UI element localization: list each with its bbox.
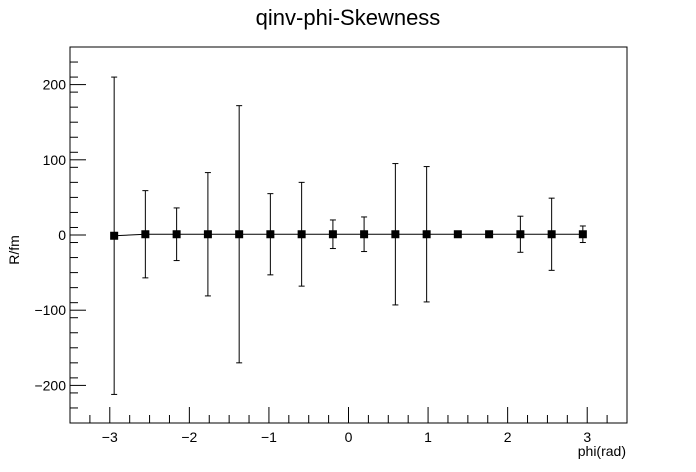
data-point [360,230,369,239]
x-axis: −3 −2 −1 0 1 2 3 [89,407,608,445]
y-tick-label: 0 [58,227,66,243]
data-point [422,230,431,239]
data-point [266,230,275,239]
x-tick-label: 3 [583,429,591,445]
data-point [578,230,587,239]
data-point [453,230,462,239]
y-axis: −200 −100 0 100 200 [34,46,86,424]
data-point [516,230,525,239]
plot-frame [69,46,628,424]
data-point [141,230,150,239]
y-tick-label: 200 [43,77,67,93]
data-point [172,230,181,239]
x-tick-label: 1 [424,429,432,445]
data-point [328,230,337,239]
data-point [203,230,212,239]
y-tick-label: −100 [34,302,66,318]
y-tick-label: 100 [43,152,67,168]
data-point [485,230,494,239]
data-point [110,231,119,240]
data-point [391,230,400,239]
x-tick-label: 0 [345,429,353,445]
chart-title: qinv-phi-Skewness [256,5,441,30]
data-point [297,230,306,239]
x-axis-label: phi(rad) [578,443,626,459]
y-axis-label: R/fm [6,235,22,265]
data-series [110,76,587,395]
x-tick-label: −1 [261,429,277,445]
y-tick-label: −200 [34,377,66,393]
data-point [235,230,244,239]
series-line [114,233,583,237]
x-tick-label: −3 [102,429,118,445]
data-point [547,230,556,239]
x-tick-label: −2 [181,429,197,445]
x-tick-label: 2 [504,429,512,445]
